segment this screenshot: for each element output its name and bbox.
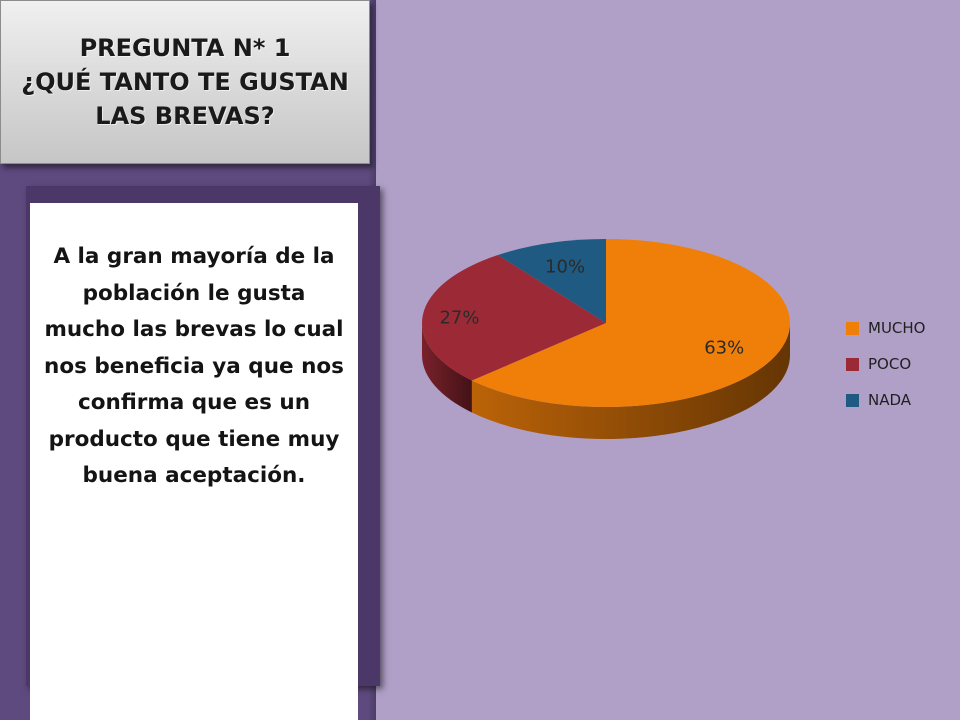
pie-side-mucho [471, 323, 790, 439]
legend-swatch-poco [846, 357, 859, 371]
conclusion-text: A la gran mayoría de la población le gus… [44, 244, 344, 488]
legend-swatch-nada [846, 393, 859, 407]
title-line-1: PREGUNTA N* 1 [79, 34, 291, 62]
legend-item-mucho: MUCHO [846, 310, 925, 346]
data-label-poco: 27% [439, 308, 479, 329]
data-label-mucho: 63% [704, 337, 744, 358]
title-line-2: ¿QUÉ TANTO TE GUSTAN [21, 68, 349, 96]
legend-label-mucho: MUCHO [868, 319, 926, 337]
chart-legend: MUCHO POCO NADA [846, 310, 925, 418]
pie-slice-nada [497, 239, 606, 323]
pie-chart: 63% 27% 10% [422, 239, 790, 439]
legend-swatch-mucho [846, 321, 859, 335]
data-label-nada: 10% [545, 256, 585, 277]
text-panel: A la gran mayoría de la población le gus… [30, 203, 358, 720]
title-line-3: LAS BREVAS? [95, 102, 275, 130]
legend-item-nada: NADA [846, 382, 925, 418]
pie-slice-mucho [471, 239, 790, 407]
legend-item-poco: POCO [846, 346, 925, 382]
legend-label-nada: NADA [868, 391, 912, 409]
pie-side-poco [422, 323, 472, 413]
pie-slice-poco [422, 255, 606, 381]
title-box: PREGUNTA N* 1 ¿QUÉ TANTO TE GUSTAN LAS B… [0, 0, 370, 164]
legend-label-poco: POCO [868, 355, 912, 373]
